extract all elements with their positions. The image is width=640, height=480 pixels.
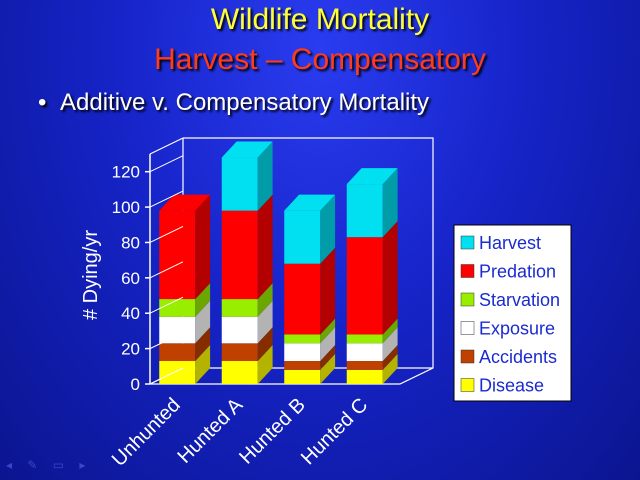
bar-side-starvation bbox=[257, 283, 273, 317]
bar-segment-disease bbox=[284, 369, 321, 384]
legend-label-accidents: Accidents bbox=[479, 347, 557, 367]
bar-segment-predation bbox=[284, 263, 321, 335]
bar-side-accidents bbox=[320, 345, 336, 370]
slide-subtitle: Harvest – Compensatory bbox=[154, 43, 486, 76]
y-side-gridline bbox=[149, 332, 184, 350]
bar-segment-disease bbox=[346, 369, 383, 384]
bullet-dot: • bbox=[38, 89, 47, 116]
bar-stack bbox=[284, 194, 336, 384]
bar-side-harvest bbox=[257, 141, 273, 211]
bar-side-predation bbox=[195, 194, 211, 300]
bar-top bbox=[221, 141, 273, 158]
x-tick-label: Hunted C bbox=[297, 394, 372, 469]
bar-segment-harvest bbox=[284, 210, 321, 264]
bar-top bbox=[346, 168, 398, 185]
legend-label-harvest: Harvest bbox=[479, 233, 541, 253]
bar-side-starvation bbox=[382, 318, 398, 344]
slide-title: Wildlife Mortality bbox=[210, 3, 430, 36]
bar-side-predation bbox=[320, 247, 336, 335]
y-side-gridline bbox=[149, 155, 184, 173]
y-tick-label: 100 bbox=[112, 198, 140, 217]
x-tick-label: Hunted A bbox=[174, 394, 248, 468]
bar-stack bbox=[346, 168, 398, 384]
y-axis-title: # Dying/yr bbox=[80, 230, 102, 320]
bar-segment-predation bbox=[159, 210, 196, 300]
y-tick-label: 80 bbox=[121, 233, 140, 252]
y-side-gridline bbox=[149, 190, 184, 208]
bar-segment-disease bbox=[159, 361, 196, 384]
bar-side-accidents bbox=[257, 327, 273, 361]
bar-stack bbox=[221, 141, 273, 384]
bar-side-harvest bbox=[382, 168, 398, 238]
bar-side-accidents bbox=[195, 327, 211, 361]
bar-side-exposure bbox=[320, 327, 336, 361]
slide-nav-controls[interactable]: ◂ ✎ ▭ ▸ bbox=[6, 458, 92, 472]
legend-label-exposure: Exposure bbox=[479, 319, 555, 339]
bar-side-starvation bbox=[320, 318, 336, 344]
legend-label-predation: Predation bbox=[479, 262, 556, 282]
bar-segment-exposure bbox=[159, 316, 196, 344]
bar-side-exposure bbox=[257, 300, 273, 344]
y-tick-label: 0 bbox=[131, 375, 140, 394]
y-tick-label: 40 bbox=[121, 304, 140, 323]
legend-label-disease: Disease bbox=[479, 376, 544, 396]
y-tick-label: 60 bbox=[121, 269, 140, 288]
bar-side-starvation bbox=[195, 283, 211, 317]
bar-segment-starvation bbox=[346, 334, 383, 344]
bar-segment-exposure bbox=[346, 343, 383, 361]
y-tick-label: 120 bbox=[112, 163, 140, 182]
bar-segment-starvation bbox=[221, 299, 258, 317]
bullet-text: Additive v. Compensatory Mortality bbox=[60, 89, 430, 116]
bar-segment-harvest bbox=[221, 157, 258, 211]
bar-side-disease bbox=[382, 353, 398, 384]
legend-swatch-starvation bbox=[460, 292, 475, 307]
bar-segment-exposure bbox=[221, 316, 258, 344]
legend-swatch-accidents bbox=[460, 349, 475, 364]
bullet-point: • Additive v. Compensatory Mortality bbox=[38, 88, 429, 118]
x-tick-label: Unhunted bbox=[108, 394, 185, 471]
y-side-gridline bbox=[149, 296, 184, 314]
bar-segment-starvation bbox=[159, 299, 196, 317]
y-tick-label: 20 bbox=[121, 340, 140, 359]
legend-swatch-exposure bbox=[460, 321, 475, 335]
bar-side-exposure bbox=[195, 300, 211, 344]
bar-segment-accidents bbox=[159, 343, 196, 361]
x-tick-label: Hunted B bbox=[235, 394, 310, 469]
bar-segment-accidents bbox=[346, 361, 383, 370]
bar-segment-predation bbox=[221, 210, 258, 300]
bar-side-disease bbox=[195, 345, 211, 384]
bar-segment-exposure bbox=[284, 343, 321, 361]
bar-segment-predation bbox=[346, 237, 383, 335]
y-side-gridline bbox=[149, 226, 184, 243]
bar-side-exposure bbox=[382, 327, 398, 361]
bar-segment-starvation bbox=[284, 334, 321, 344]
y-side-gridline bbox=[149, 367, 184, 385]
bar-side-predation bbox=[382, 221, 398, 335]
bar-segment-accidents bbox=[221, 343, 258, 361]
bar-side-predation bbox=[257, 194, 273, 300]
bar-segment-accidents bbox=[284, 361, 321, 370]
legend-box bbox=[453, 224, 572, 402]
bar-segment-disease bbox=[221, 361, 258, 384]
bar-top bbox=[159, 194, 211, 211]
bar-side-disease bbox=[257, 345, 273, 384]
bar-segment-harvest bbox=[346, 184, 383, 238]
legend-swatch-harvest bbox=[460, 235, 475, 250]
bar-side-disease bbox=[320, 353, 336, 384]
bar-stack bbox=[159, 194, 211, 384]
legend-label-starvation: Starvation bbox=[479, 290, 560, 310]
legend-swatch-disease bbox=[460, 378, 475, 392]
bar-side-harvest bbox=[320, 194, 336, 264]
bar-top bbox=[284, 194, 336, 211]
y-side-gridline bbox=[149, 261, 184, 279]
side-wall-top bbox=[149, 137, 184, 155]
bar-side-accidents bbox=[382, 345, 398, 370]
legend-swatch-predation bbox=[460, 264, 475, 278]
